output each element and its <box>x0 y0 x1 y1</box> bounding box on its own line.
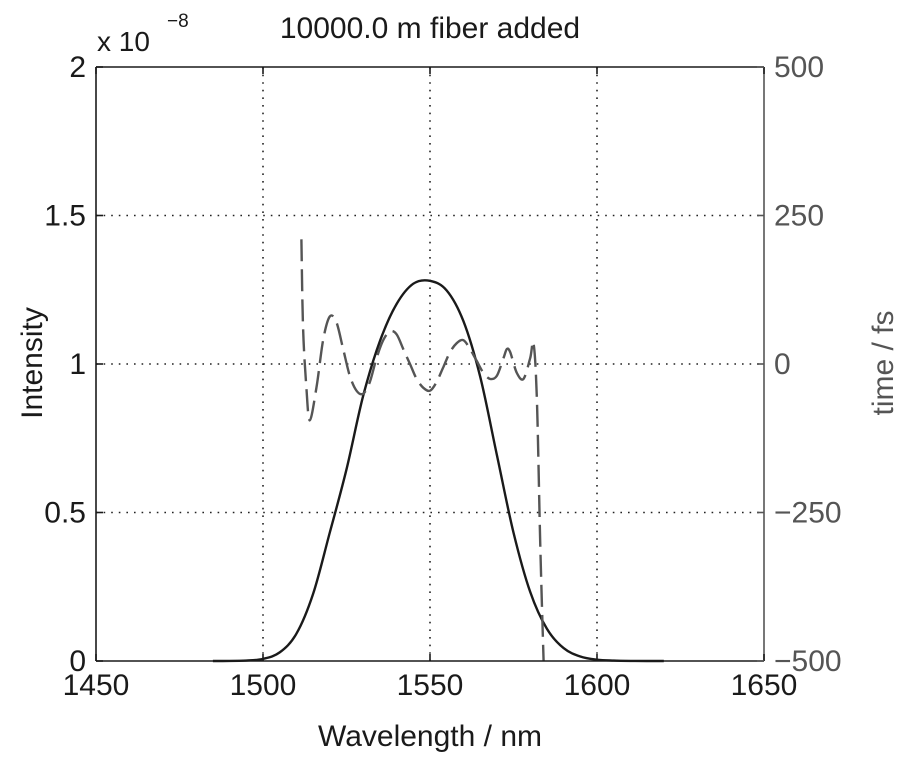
y-multiplier-base: x 10 <box>97 26 150 57</box>
y-tick-label-right: 0 <box>774 348 791 381</box>
series-line-intensity <box>212 279 664 663</box>
y-tick-label: 2 <box>69 51 86 84</box>
y-tick-label: 1.5 <box>44 200 86 233</box>
grid-lines <box>96 67 764 661</box>
y-tick-label: 0.5 <box>44 497 86 530</box>
y-multiplier-exponent: −8 <box>167 11 189 32</box>
y-axis-label: Intensity <box>16 307 49 419</box>
y-tick-label-right: −250 <box>774 497 842 530</box>
x-tick-label: 1550 <box>397 669 464 702</box>
x-tick-label: 1600 <box>564 669 631 702</box>
chart-title: 10000.0 m fiber added <box>280 12 580 45</box>
y-tick-label: 0 <box>69 645 86 678</box>
y-tick-label-right: 500 <box>774 51 824 84</box>
x-tick-label: 1450 <box>63 669 130 702</box>
y-tick-label: 1 <box>69 348 86 381</box>
ticks-group: 1450 1500 1550 1600 1650 0 0.5 1 1.5 2 −500 −250 0 25… <box>44 51 841 702</box>
x-tick-label: 1500 <box>230 669 297 702</box>
y-axis-label-right: time / fs <box>867 310 900 415</box>
x-axis-label: Wavelength / nm <box>318 720 542 753</box>
y-tick-label-right: −500 <box>774 645 842 678</box>
y-tick-label-right: 250 <box>774 200 824 233</box>
x-tick-label: 1650 <box>731 669 798 702</box>
series-line-time <box>300 239 545 662</box>
series-group <box>212 239 664 663</box>
